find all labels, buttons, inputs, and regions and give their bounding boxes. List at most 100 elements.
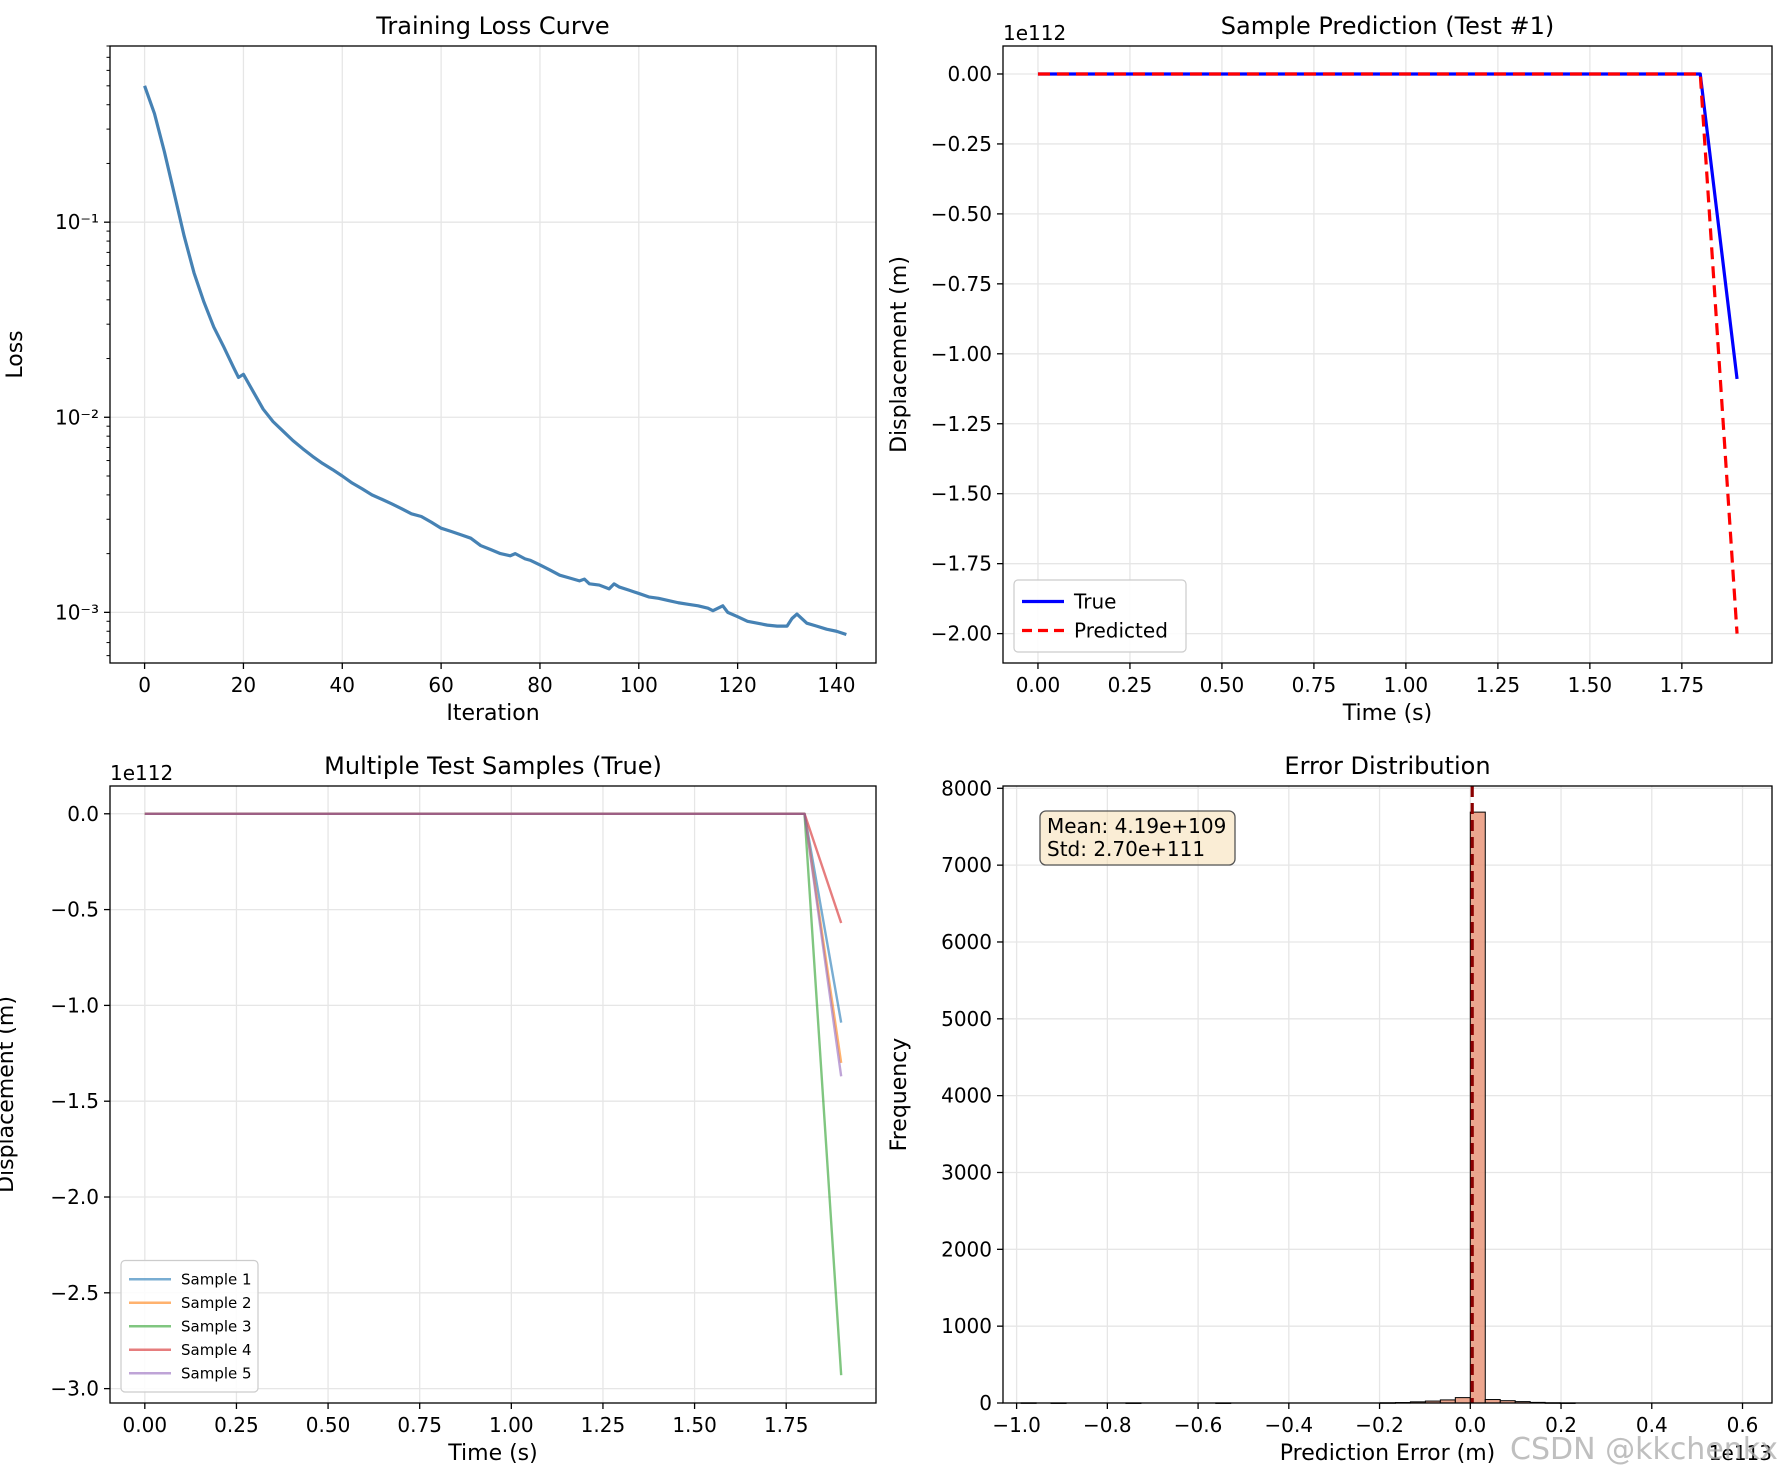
y-tick-label: −1.25 <box>931 412 992 436</box>
y-tick-label: 10⁻³ <box>55 600 99 624</box>
x-tick-label: −0.4 <box>1265 1413 1314 1437</box>
histogram-bar <box>1454 1397 1471 1404</box>
x-tick-label: 0.25 <box>1108 673 1153 697</box>
y-tick-label: −1.50 <box>931 482 992 506</box>
x-axis-label: Time (s) <box>447 1441 537 1466</box>
x-tick-label: 0.50 <box>1200 673 1245 697</box>
x-tick-label: 20 <box>231 673 256 697</box>
y-axis-label: Loss <box>3 330 28 378</box>
y-tick-label: −3.0 <box>50 1377 99 1401</box>
y-tick-label: −0.50 <box>931 202 992 226</box>
y-tick-label: −1.5 <box>50 1089 99 1113</box>
chart-title: Training Loss Curve <box>375 12 609 40</box>
chart-panel-1: 0 20 40 60 80 100 120 140 10⁻¹ 10⁻² 10⁻³ Training L… <box>3 12 877 726</box>
x-tick-label: 0.0 <box>1454 1413 1486 1437</box>
y-offset-label: 1e112 <box>1003 21 1066 45</box>
y-tick-label: 6000 <box>941 930 992 954</box>
x-tick-label: −0.6 <box>1174 1413 1223 1437</box>
x-tick-label: 1.50 <box>672 1413 717 1437</box>
y-tick-label: 0 <box>979 1391 992 1415</box>
y-tick-label: −0.75 <box>931 272 992 296</box>
chart-title: Error Distribution <box>1284 752 1490 780</box>
x-tick-label: 0.25 <box>214 1413 259 1437</box>
stats-mean: Mean: 4.19e+109 <box>1047 814 1226 838</box>
x-tick-label: 0.75 <box>397 1413 442 1437</box>
x-tick-label: 0 <box>138 673 151 697</box>
y-tick-label: 2000 <box>941 1237 992 1261</box>
y-tick-label: 4000 <box>941 1084 992 1108</box>
x-tick-label: 1.00 <box>1384 673 1429 697</box>
y-tick-label: −1.0 <box>50 993 99 1017</box>
x-tick-label: −0.2 <box>1355 1413 1404 1437</box>
legend-label: Sample 4 <box>181 1341 252 1359</box>
x-tick-label: −0.8 <box>1083 1413 1132 1437</box>
y-tick-label: 3000 <box>941 1160 992 1184</box>
x-tick-label: 1.25 <box>1476 673 1521 697</box>
x-tick-label: 80 <box>527 673 552 697</box>
axes-frame <box>1002 45 1773 664</box>
y-tick-label: 10⁻¹ <box>55 210 99 234</box>
y-tick-label: 7000 <box>941 853 992 877</box>
y-tick-label: −0.25 <box>931 132 992 156</box>
x-tick-label: 0.75 <box>1292 673 1337 697</box>
legend-label: True <box>1073 590 1116 614</box>
chart-panel-2: True Predicted 0.00 0.25 0.50 0.75 1.00 1.25 1.5… <box>887 12 1773 726</box>
legend-box <box>120 1259 259 1393</box>
x-tick-label: 140 <box>817 673 855 697</box>
x-tick-label: 0.00 <box>1016 673 1061 697</box>
x-tick-label: 100 <box>620 673 658 697</box>
axes-frame <box>1002 785 1773 1404</box>
series-line-1 <box>143 85 847 637</box>
x-tick-label: −1.0 <box>992 1413 1041 1437</box>
x-tick-label: 1.50 <box>1568 673 1613 697</box>
x-tick-label: 0.4 <box>1636 1413 1668 1437</box>
x-tick-label: 0.2 <box>1545 1413 1577 1437</box>
y-tick-label: −2.00 <box>931 622 992 646</box>
series-line-2 <box>1037 72 1739 634</box>
x-tick-label: 1.25 <box>581 1413 626 1437</box>
x-offset-label: 1e113 <box>1709 1441 1772 1465</box>
x-tick-label: 0.00 <box>123 1413 168 1437</box>
x-tick-label: 1.75 <box>1660 673 1705 697</box>
y-offset-label: 1e112 <box>110 761 173 785</box>
x-tick-label: 120 <box>719 673 757 697</box>
y-tick-label: 0.0 <box>67 802 99 826</box>
x-tick-label: 0.50 <box>306 1413 351 1437</box>
y-tick-label: −0.5 <box>50 898 99 922</box>
series-line-1 <box>144 812 843 1023</box>
stats-std: Std: 2.70e+111 <box>1047 837 1205 861</box>
y-tick-label: −2.0 <box>50 1185 99 1209</box>
y-axis-label: Displacement (m) <box>0 996 19 1193</box>
x-axis-label: Prediction Error (m) <box>1280 1441 1496 1466</box>
series-line-1 <box>1037 72 1739 380</box>
legend-label: Sample 5 <box>181 1365 252 1383</box>
legend-label: Sample 2 <box>181 1294 252 1312</box>
watermark: CSDN @kkchenkx <box>1510 1432 1778 1467</box>
series-line-2 <box>144 812 843 1064</box>
x-tick-label: 0.6 <box>1727 1413 1759 1437</box>
y-axis-label: Frequency <box>887 1038 912 1152</box>
y-tick-label: −1.75 <box>931 552 992 576</box>
stats-box <box>1039 810 1236 866</box>
axes-frame <box>109 785 877 1404</box>
y-tick-label: 10⁻² <box>55 405 99 429</box>
y-tick-label: 8000 <box>941 776 992 800</box>
y-tick-label: 1000 <box>941 1314 992 1338</box>
y-tick-label: −1.00 <box>931 342 992 366</box>
x-axis-label: Iteration <box>446 701 539 726</box>
chart-title: Multiple Test Samples (True) <box>324 752 662 780</box>
y-axis-label: Displacement (m) <box>887 256 912 453</box>
y-tick-label: 5000 <box>941 1007 992 1031</box>
legend-box <box>1013 579 1187 653</box>
x-tick-label: 1.75 <box>764 1413 809 1437</box>
legend-label: Sample 1 <box>181 1271 252 1289</box>
x-tick-label: 60 <box>428 673 453 697</box>
chart-title: Sample Prediction (Test #1) <box>1221 12 1554 40</box>
y-tick-label: 0.00 <box>947 62 992 86</box>
x-axis-label: Time (s) <box>1342 701 1432 726</box>
y-tick-label: −2.5 <box>50 1281 99 1305</box>
series-line-4 <box>144 812 843 924</box>
axes-frame <box>109 45 877 664</box>
